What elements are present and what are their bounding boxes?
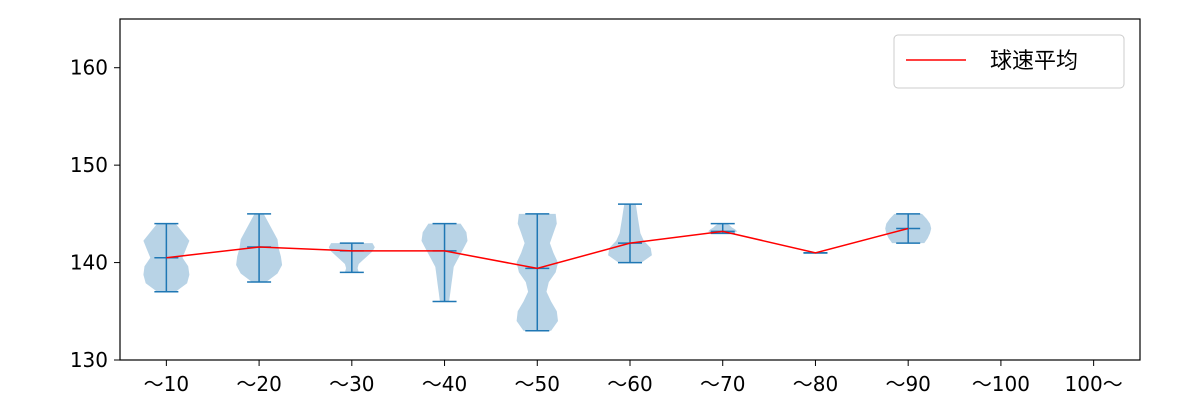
y-tick-label: 150: [70, 153, 108, 177]
x-tick-label: ～30: [329, 372, 374, 396]
x-tick-label: ～50: [515, 372, 560, 396]
legend-box: [893, 34, 1125, 89]
x-tick-label: 100～: [1065, 372, 1123, 396]
y-tick-label: 140: [70, 251, 108, 275]
x-tick-label: ～10: [144, 372, 189, 396]
y-tick-label: 130: [70, 348, 108, 372]
legend-label: 球速平均: [990, 49, 1078, 74]
x-axis: ～10 ～20 ～30 ～40 ～50 ～60 ～70 ～80 ～90 ～100 100～: [144, 360, 1123, 396]
x-tick-label: ～80: [793, 372, 838, 396]
legend: 球速平均: [893, 34, 1125, 89]
x-tick-label: ～100: [972, 372, 1030, 396]
y-axis: 130 140 150 160: [70, 56, 120, 372]
x-tick-label: ～90: [885, 372, 930, 396]
x-tick-label: ～60: [607, 372, 652, 396]
y-tick-label: 160: [70, 56, 108, 80]
x-tick-label: ～70: [700, 372, 745, 396]
mean-speed-line: [166, 227, 909, 270]
x-tick-label: ～40: [422, 372, 467, 396]
x-tick-label: ～20: [236, 372, 281, 396]
